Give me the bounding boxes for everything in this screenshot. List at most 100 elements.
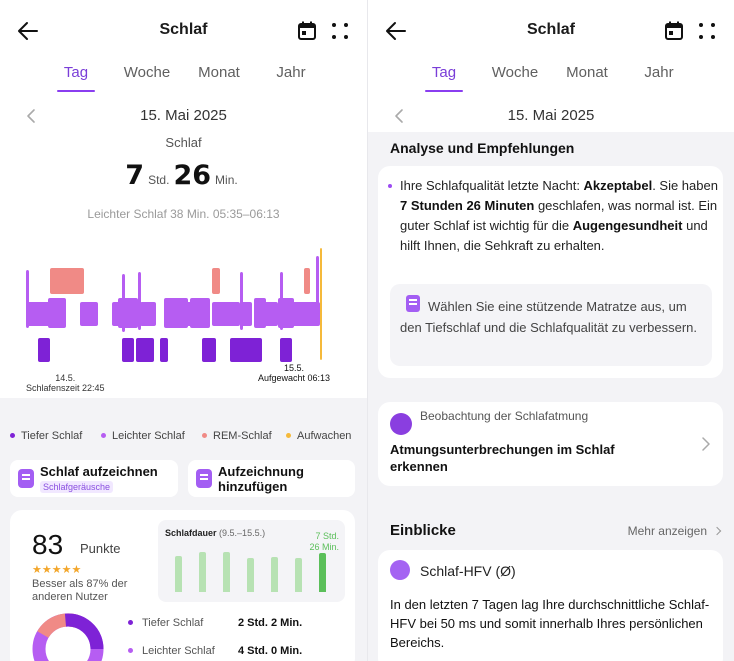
light-sleep-dot — [128, 647, 133, 653]
stage-transition-line — [316, 256, 319, 314]
chevron-left-icon[interactable] — [392, 108, 406, 124]
analysis-heading: Analyse und Empfehlungen — [390, 140, 575, 156]
hrv-text: In den letzten 7 Tagen lag Ihre durchsch… — [390, 597, 710, 650]
four-dots-icon[interactable] — [698, 22, 716, 40]
legend-light-dot — [101, 432, 106, 438]
duration-minutes-unit: Min. — [215, 173, 238, 187]
add-record-icon — [196, 469, 212, 488]
tab-year[interactable]: Jahr — [644, 64, 674, 81]
bedtime-date: 14.5. — [55, 373, 76, 383]
chevron-right-icon — [712, 526, 722, 536]
tab-week[interactable]: Woche — [123, 64, 171, 81]
arrow-left-icon[interactable] — [384, 19, 408, 43]
light-sleep-value: 4 Std. 0 Min. — [238, 645, 303, 657]
sleep-score-unit: Punkte — [80, 541, 121, 556]
sleep-sounds-badge: Schlafgeräusche — [40, 481, 114, 493]
legend-light: Leichter Schlaf — [101, 430, 185, 442]
deep-sleep-row: Tiefer Schlaf — [128, 617, 203, 629]
sleep-duration-mini-chart[interactable]: Schlafdauer (9.5.–15.5.) 7 Std. 26 Min. — [158, 520, 345, 602]
period-tabs: Tag Woche Monat Jahr — [0, 64, 367, 94]
mini-chart-value-hours: 7 Std. — [315, 531, 339, 541]
sleep-time-bold: 7 Stunden 26 Minuten — [400, 198, 535, 213]
wake-label: 15.5. Aufgewacht 06:13 — [258, 363, 330, 383]
mini-chart-bar — [223, 552, 230, 592]
sleep-duration: 7 Std. 26 Min. — [0, 160, 367, 191]
light-sleep-segment — [118, 298, 138, 328]
light-sleep-segment — [264, 302, 278, 326]
deep-sleep-segment — [202, 338, 216, 362]
mini-chart-title-text: Schlafdauer — [165, 528, 217, 538]
top-bar: Schlaf — [0, 0, 367, 60]
legend-awake-dot — [286, 432, 291, 438]
add-record-button[interactable]: Aufzeichnung hinzufügen — [188, 460, 355, 497]
stage-transition-line — [138, 272, 141, 330]
rem-sleep-segment — [304, 268, 310, 294]
quality-rating: Akzeptabel — [583, 178, 653, 193]
arrow-left-icon[interactable] — [16, 19, 40, 43]
date-navigator: 15. Mai 2025 — [368, 104, 734, 128]
tab-day[interactable]: Tag — [431, 64, 457, 81]
eye-health-bold: Augengesundheit — [572, 218, 683, 233]
calendar-icon[interactable] — [297, 21, 317, 41]
tab-month[interactable]: Monat — [198, 64, 240, 81]
legend-rem-dot — [202, 432, 207, 438]
metric-category: Schlaf — [165, 135, 202, 150]
hrv-title: Schlaf-HFV (Ø) — [420, 563, 516, 579]
four-dots-icon[interactable] — [331, 22, 349, 40]
bedtime-text: Schlafenszeit 22:45 — [26, 383, 105, 393]
analysis-p3: geschlafen, was normal ist. Ein guter Sc… — [400, 198, 718, 233]
current-date: 15. Mai 2025 — [507, 107, 595, 124]
analysis-text: Ihre Schlafqualität letzte Nacht: Akzept… — [388, 176, 718, 256]
light-sleep-segment — [140, 302, 156, 326]
light-sleep-segment — [290, 302, 320, 326]
deep-sleep-segment — [230, 338, 262, 362]
mini-chart-bars — [158, 520, 345, 602]
legend-deep-label: Tiefer Schlaf — [21, 430, 83, 442]
tip-text: Wählen Sie eine stützende Matratze aus, … — [400, 299, 698, 335]
sleep-score-card[interactable]: 83 Punkte ★★★★★ Besser als 87% der ander… — [10, 510, 355, 661]
comparison-text: Besser als 87% der anderen Nutzer — [32, 578, 128, 603]
awake-segment — [320, 248, 322, 360]
selected-stage-caption: Leichter Schlaf 38 Min. 05:35–06:13 — [87, 207, 280, 221]
record-sleep-button[interactable]: Schlaf aufzeichnen Schlafgeräusche — [10, 460, 178, 497]
add-record-label-1: Aufzeichnung — [218, 464, 304, 479]
light-sleep-segment — [48, 298, 66, 328]
sleep-stage-hypnogram[interactable] — [18, 228, 348, 373]
rem-sleep-segment — [50, 268, 84, 294]
show-more-link[interactable]: Mehr anzeigen — [628, 524, 722, 538]
record-sleep-label: Schlaf aufzeichnen — [40, 464, 158, 479]
mini-chart-bar — [175, 556, 182, 592]
light-sleep-segment — [164, 298, 188, 328]
tab-day[interactable]: Tag — [63, 64, 89, 81]
analysis-card: Ihre Schlafqualität letzte Nacht: Akzept… — [378, 166, 723, 378]
page-title: Schlaf — [159, 21, 208, 38]
chevron-right-icon — [702, 437, 710, 451]
deep-sleep-segment — [136, 338, 154, 362]
calendar-icon[interactable] — [664, 21, 684, 41]
hrv-insight-card[interactable]: Schlaf-HFV (Ø) In den letzten 7 Tagen la… — [378, 550, 723, 661]
top-bar: Schlaf — [368, 0, 734, 60]
chevron-left-icon[interactable] — [24, 108, 38, 124]
stage-transition-line — [26, 270, 29, 328]
hrv-icon — [390, 560, 410, 580]
sleep-record-icon — [18, 469, 34, 488]
deep-sleep-value: 2 Std. 2 Min. — [238, 617, 303, 629]
tab-week[interactable]: Woche — [491, 64, 539, 81]
rem-sleep-segment — [212, 268, 220, 294]
legend-deep: Tiefer Schlaf — [10, 430, 82, 442]
mini-chart-value: 7 Std. 26 Min. — [309, 531, 339, 553]
deep-sleep-segment — [160, 338, 168, 362]
deep-sleep-dot — [128, 619, 133, 625]
deep-sleep-label: Tiefer Schlaf — [142, 617, 204, 629]
mini-chart-bar — [271, 557, 278, 592]
page-title: Schlaf — [526, 21, 575, 38]
stage-transition-line — [122, 274, 125, 332]
analysis-p4: und hilft Ihnen, die Sehkraft zu erhalte… — [400, 218, 708, 253]
deep-sleep-segment — [38, 338, 50, 362]
tab-year[interactable]: Jahr — [276, 64, 306, 81]
breathing-title: Atmungsunterbrechungen im Schlaf erkenne… — [390, 442, 615, 474]
deep-sleep-segment — [122, 338, 134, 362]
bullet-dot — [388, 184, 392, 188]
tab-month[interactable]: Monat — [566, 64, 608, 81]
breathing-observation-card[interactable]: Beobachtung der Schlafatmung Atmungsunte… — [378, 402, 723, 486]
